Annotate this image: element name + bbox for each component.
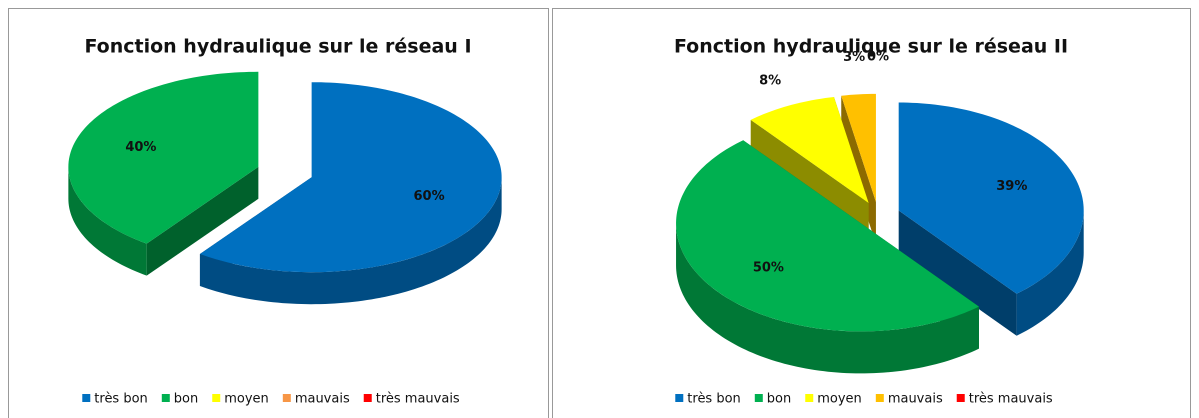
slice-wall (146, 166, 259, 276)
data-label: 0% (867, 49, 889, 64)
legend-label: moyen (817, 392, 862, 407)
slice-side (676, 223, 979, 374)
legend-swatch (282, 394, 291, 402)
slice-side (1016, 210, 1084, 336)
legend-label: bon (174, 392, 198, 407)
pie-slice (68, 71, 259, 244)
legend-label: très bon (687, 392, 741, 407)
slice-side (199, 177, 502, 305)
legend-swatch (805, 394, 814, 402)
legend-label: très bon (94, 392, 148, 407)
data-label: 40% (125, 140, 156, 155)
data-label: 8% (759, 73, 781, 88)
data-label: 39% (996, 179, 1027, 194)
chart-title: Fonction hydraulique sur le réseau I (84, 36, 471, 58)
legend-label: très mauvais (969, 392, 1053, 407)
data-label: 60% (414, 189, 445, 204)
legend-label: moyen (224, 392, 269, 407)
pie-slice (199, 82, 502, 273)
legend-swatch (675, 394, 684, 402)
pie-slice (750, 96, 869, 204)
slice-wall (898, 210, 1017, 336)
pie-slice (898, 102, 1084, 294)
legend-swatch (82, 394, 91, 402)
legend-label: bon (767, 392, 791, 407)
legend-label: mauvais (888, 392, 943, 407)
data-label: 3% (843, 50, 865, 65)
pie-slice (841, 93, 876, 202)
legend-label: mauvais (295, 392, 350, 407)
legend-swatch (956, 394, 965, 402)
legend-swatch (875, 394, 884, 402)
legend-swatch (363, 394, 372, 402)
pie-slice (676, 140, 979, 332)
slice-side (68, 166, 147, 276)
legend-label: très mauvais (376, 392, 460, 407)
legend-swatch (212, 394, 221, 402)
data-label: 50% (753, 261, 784, 276)
legend-swatch (161, 394, 170, 402)
chart-title: Fonction hydraulique sur le réseau II (674, 36, 1068, 58)
legend-swatch (754, 394, 763, 402)
